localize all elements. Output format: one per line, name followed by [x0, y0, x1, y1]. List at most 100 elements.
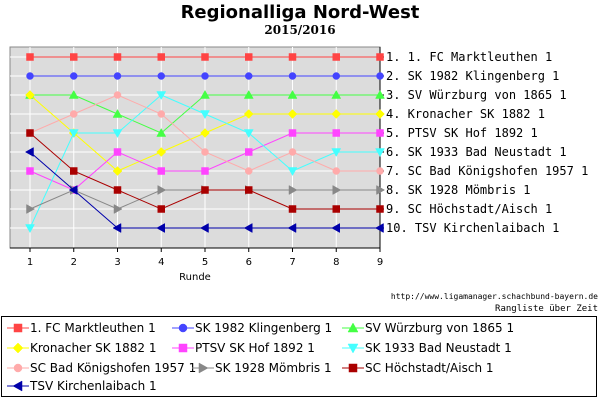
x-tick-label: 6	[246, 257, 252, 268]
series-4-point	[243, 109, 254, 119]
legend-marker-icon	[342, 363, 364, 373]
series-10-point	[112, 223, 122, 233]
chart-caption: Rangliste über Zeit	[495, 304, 598, 314]
series-2-point	[332, 72, 340, 80]
series-5-point	[288, 129, 297, 137]
series-9-point	[332, 205, 340, 213]
x-tick-label: 7	[289, 257, 295, 268]
series-2-point	[245, 72, 253, 80]
series-7-point	[157, 110, 165, 118]
series-2-point	[157, 72, 165, 80]
chart-subtitle: 2015/2016	[264, 23, 336, 37]
series-4-point	[200, 128, 210, 138]
series-6-point	[68, 129, 79, 139]
series-8-point	[113, 204, 123, 214]
series-7-point	[288, 148, 297, 156]
series-9-point	[245, 186, 253, 194]
series-8-point	[26, 204, 36, 214]
legend-label: SK 1928 Mömbris 1	[215, 361, 332, 375]
series-9-point	[157, 205, 165, 213]
chart-legend: 1. FC Marktleuthen 1 SK 1982 Klingenberg …	[1, 316, 597, 397]
series-3-point	[287, 89, 298, 99]
series-6-point	[331, 148, 342, 158]
series-1-point	[201, 53, 209, 61]
series-4-point	[375, 109, 385, 119]
series-1-point	[245, 53, 253, 61]
series-10-point	[331, 223, 340, 233]
series-9-point	[376, 205, 384, 213]
legend-marker-icon	[7, 342, 29, 354]
legend-marker-icon	[172, 343, 194, 353]
legend-label: 1. FC Marktleuthen 1	[30, 321, 156, 335]
legend-label: SC Bad Königshofen 1957 1	[30, 361, 197, 375]
x-tick-label: 1	[27, 257, 33, 268]
series-1-point	[288, 53, 297, 61]
series-7-point	[376, 167, 384, 175]
ranking-label: 5. PTSV SK Hof 1892 1	[386, 126, 538, 140]
legend-label: SK 1933 Bad Neustadt 1	[365, 341, 512, 355]
series-9-point	[201, 186, 209, 194]
series-5-point	[332, 129, 340, 137]
series-6-point	[156, 91, 167, 101]
ranking-label: 2. SK 1982 Klingenberg 1	[386, 69, 559, 83]
series-1-point	[157, 53, 165, 61]
series-4-point	[331, 109, 342, 119]
series-1-point	[332, 53, 340, 61]
series-3-point	[68, 89, 79, 99]
series-1-point	[113, 53, 122, 61]
series-4-point	[112, 166, 123, 176]
series-7-point	[113, 91, 122, 99]
legend-label: SC Höchstadt/Aisch 1	[365, 361, 494, 375]
series-10-point	[156, 223, 165, 233]
series-10-point	[68, 185, 78, 195]
legend-marker-icon	[342, 322, 364, 333]
series-6-point	[375, 148, 385, 158]
ranking-label: 1. 1. FC Marktleuthen 1	[386, 50, 552, 64]
series-5-point	[157, 167, 165, 175]
series-9-point	[113, 186, 122, 194]
series-2-point	[201, 72, 209, 80]
legend-marker-icon	[7, 380, 29, 392]
series-8-point	[288, 185, 298, 195]
x-tick-label: 9	[377, 257, 383, 268]
series-2-point	[70, 72, 78, 80]
ranking-label: 10. TSV Kirchenlaibach 1	[386, 221, 559, 235]
rank-chart: 1 2 3 4 5 6 7 8 9 Runde 1. 1. FC Marktleuthen 1 2. …	[9, 46, 588, 283]
legend-label: Kronacher SK 1882 1	[30, 341, 157, 355]
legend-label: PTSV SK Hof 1892 1	[195, 341, 315, 355]
series-2-point	[376, 72, 384, 80]
series-6-point	[25, 224, 35, 234]
x-axis-label: Runde	[179, 272, 211, 283]
ranking-label: 4. Kronacher SK 1882 1	[386, 107, 545, 121]
x-tick-label: 5	[202, 257, 208, 268]
series-2-point	[26, 72, 34, 80]
legend-marker-icon	[7, 323, 29, 333]
x-tick-label: 8	[333, 257, 339, 268]
ranking-label: 8. SK 1928 Mömbris 1	[386, 183, 531, 197]
series-5-point	[201, 167, 209, 175]
series-3-point	[200, 89, 210, 99]
series-8-point	[157, 185, 167, 195]
plot-area	[9, 46, 381, 249]
series-4-point	[156, 147, 167, 157]
series-4-point	[25, 90, 35, 100]
chart-title: Regionalliga Nord-West	[180, 2, 420, 23]
legend-label: TSV Kirchenlaibach 1	[30, 379, 157, 393]
series-10-point	[287, 223, 297, 233]
series-2-point	[288, 72, 297, 80]
series-9-point	[70, 167, 78, 175]
legend-marker-icon	[7, 363, 29, 373]
series-7-point	[332, 167, 340, 175]
x-tick-label: 2	[71, 257, 77, 268]
ranking-label: 9. SC Höchstadt/Aisch 1	[386, 202, 552, 216]
series-3-point	[156, 127, 167, 137]
series-3-point	[243, 89, 254, 99]
x-tick-label: 3	[114, 257, 120, 268]
source-credit: http://www.ligamanager.schachbund-bayern…	[390, 292, 598, 301]
series-3-point	[112, 108, 123, 118]
series-6-point	[243, 129, 254, 139]
series-9-point	[288, 205, 297, 213]
ranking-label: 6. SK 1933 Bad Neustadt 1	[386, 145, 567, 159]
series-8-point	[332, 185, 342, 195]
legend-marker-icon	[192, 362, 214, 374]
